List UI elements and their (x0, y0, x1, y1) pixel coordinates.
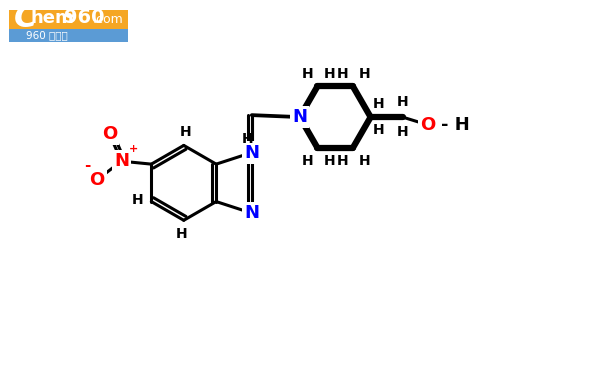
Text: C: C (15, 3, 38, 34)
Text: H: H (176, 227, 188, 241)
Text: 960 化工网: 960 化工网 (26, 30, 68, 40)
Text: N: N (114, 152, 129, 170)
Text: .com: .com (92, 13, 123, 26)
Text: H: H (132, 193, 143, 207)
Text: H: H (397, 125, 408, 139)
Text: N: N (244, 144, 260, 162)
Text: - H: - H (441, 116, 469, 134)
Text: O: O (90, 171, 105, 189)
Text: -: - (84, 158, 90, 173)
Text: N: N (244, 204, 260, 222)
Text: H: H (397, 95, 408, 109)
Text: H: H (337, 154, 349, 168)
Text: H: H (324, 66, 335, 81)
Text: H: H (373, 97, 384, 111)
Text: H: H (373, 123, 384, 137)
Text: H: H (242, 132, 253, 146)
Text: hem: hem (30, 9, 74, 27)
Text: H: H (302, 154, 313, 168)
Text: N: N (292, 108, 307, 126)
Text: 960: 960 (64, 8, 104, 27)
Text: +: + (129, 144, 139, 154)
Text: H: H (337, 66, 349, 81)
Text: H: H (324, 154, 335, 168)
Text: H: H (180, 124, 192, 139)
Text: H: H (359, 66, 370, 81)
Text: H: H (302, 66, 313, 81)
Text: H: H (359, 154, 370, 168)
Text: O: O (102, 125, 117, 143)
Bar (9, 29, 128, 42)
Bar (9, 10, 128, 42)
Text: O: O (420, 116, 436, 134)
